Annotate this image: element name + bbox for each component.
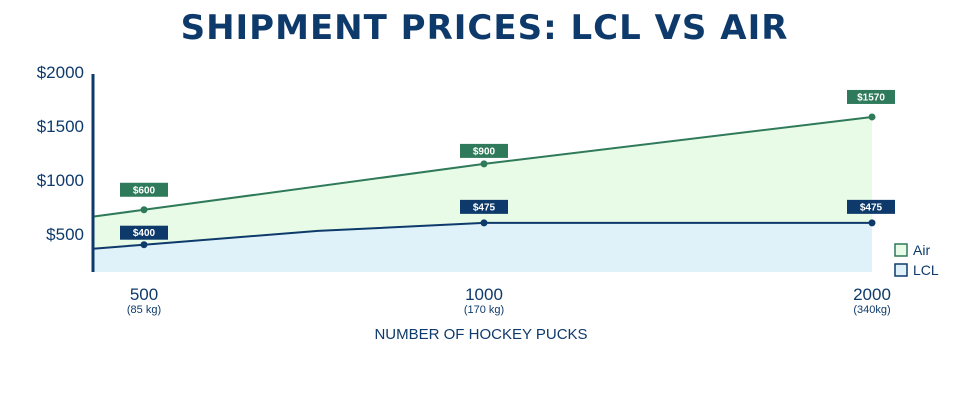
data-label-bg xyxy=(460,199,508,214)
data-label-air: $1570 xyxy=(847,89,895,104)
x-tick-label: 500 xyxy=(130,285,158,304)
legend-swatch-air xyxy=(894,243,908,257)
data-label-bg xyxy=(120,182,168,197)
data-label-bg xyxy=(847,199,895,214)
line-air xyxy=(92,116,873,218)
series-lines xyxy=(92,116,873,250)
data-label-text: $400 xyxy=(133,228,156,239)
y-tick-label: $2000 xyxy=(37,63,84,82)
x-tick-label: 2000 xyxy=(853,285,891,304)
data-label-bg xyxy=(847,89,895,104)
y-ticks: $2000 $1500 $1000 $500 xyxy=(37,63,84,244)
data-label-lcl: $475 xyxy=(460,199,508,214)
legend-label-lcl: LCL xyxy=(913,262,939,278)
x-tick-sublabel: (340kg) xyxy=(853,304,890,316)
point-lcl xyxy=(140,241,148,249)
data-points xyxy=(140,113,876,249)
y-tick-label: $500 xyxy=(46,225,84,244)
y-tick-label: $1500 xyxy=(37,117,84,136)
chart-title: SHIPMENT PRICES: LCL VS AIR xyxy=(180,8,789,48)
data-label-air: $900 xyxy=(460,143,508,158)
legend-swatch-lcl xyxy=(894,263,908,277)
point-lcl xyxy=(480,219,488,227)
data-label-text: $475 xyxy=(473,202,496,213)
x-tick-sublabel: (170 kg) xyxy=(464,304,504,316)
y-tick-label: $1000 xyxy=(37,171,84,190)
data-label-lcl: $400 xyxy=(120,225,168,240)
data-label-text: $600 xyxy=(133,185,156,196)
point-air xyxy=(480,160,488,168)
data-label-text: $900 xyxy=(473,146,496,157)
data-label-text: $475 xyxy=(860,202,883,213)
x-axis-title: NUMBER OF HOCKEY PUCKS xyxy=(374,326,587,343)
point-air xyxy=(140,206,148,214)
line-lcl xyxy=(92,221,872,250)
area-fills xyxy=(93,117,872,272)
data-label-bg xyxy=(120,225,168,240)
x-tick-sublabel: (85 kg) xyxy=(127,304,161,316)
x-tick-label: 1000 xyxy=(465,285,503,304)
point-air xyxy=(868,113,876,121)
legend-label-air: Air xyxy=(913,242,930,258)
data-labels: $600 $900 $1570 $400 $475 $475 xyxy=(120,89,895,240)
data-label-air: $600 xyxy=(120,182,168,197)
legend: Air LCL xyxy=(894,242,939,278)
data-label-bg xyxy=(460,143,508,158)
data-label-lcl: $475 xyxy=(847,199,895,214)
point-lcl xyxy=(868,219,876,227)
data-label-text: $1570 xyxy=(857,92,885,103)
area-lcl xyxy=(93,222,872,272)
x-ticks: 500(85 kg) 1000(170 kg) 2000(340kg) xyxy=(127,285,891,316)
